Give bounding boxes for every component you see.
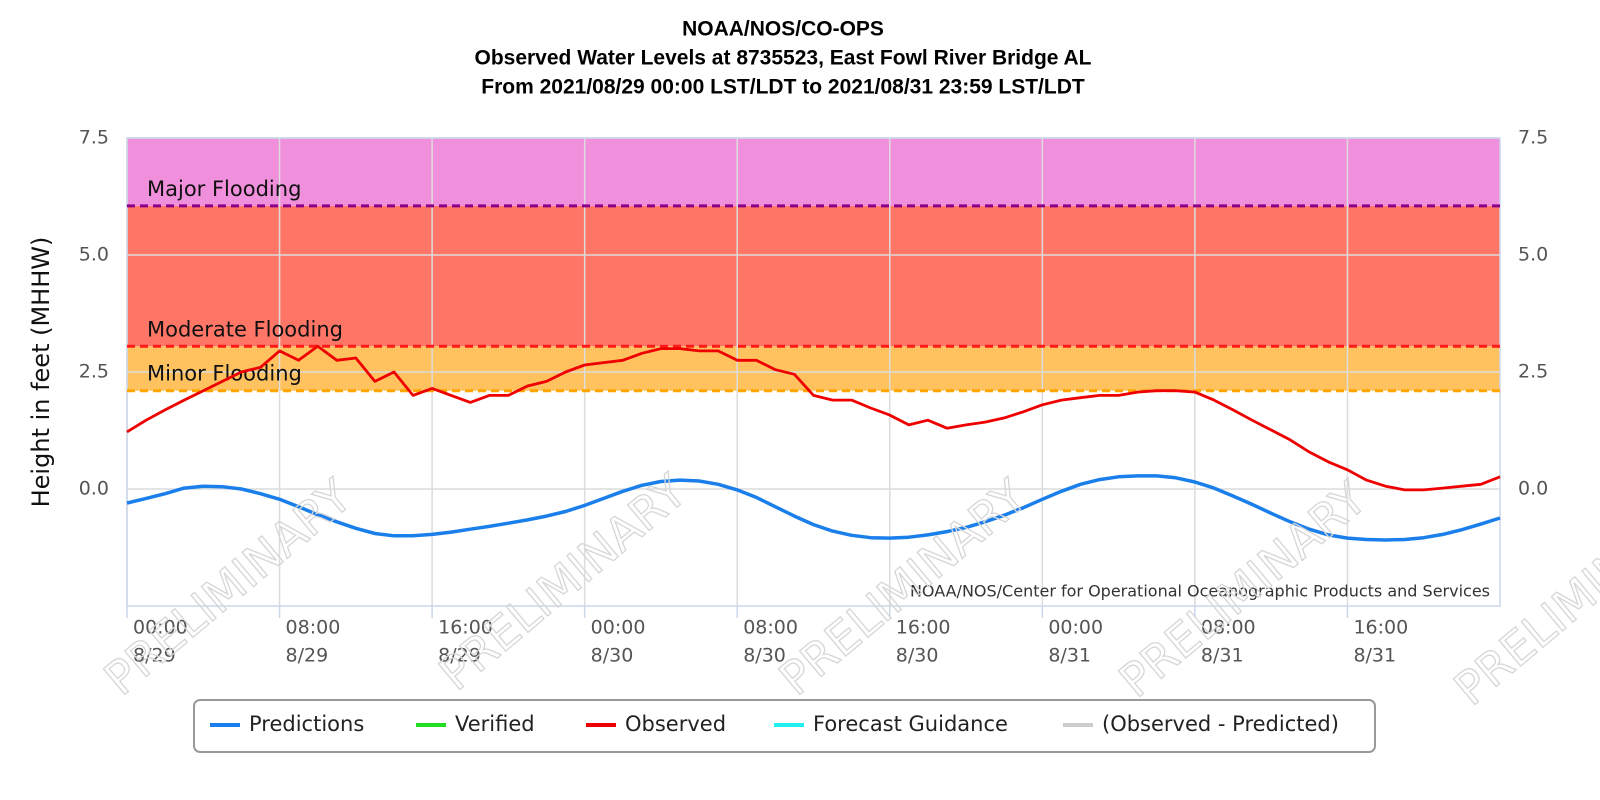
y-axis-title: Height in feet (MHHW) xyxy=(27,237,55,508)
x-tick-label: 00:00 xyxy=(1048,617,1103,639)
flood-band xyxy=(127,138,1500,206)
x-tick-label: 16:00 xyxy=(896,617,951,639)
x-tick-date: 8/29 xyxy=(133,645,176,667)
legend-label[interactable]: Verified xyxy=(455,712,535,736)
chart-subtitle: From 2021/08/29 00:00 LST/LDT to 2021/08… xyxy=(481,76,1085,99)
x-tick-date: 8/30 xyxy=(743,645,786,667)
credits: NOAA/NOS/Center for Operational Oceanogr… xyxy=(910,582,1490,601)
flood-label: Moderate Flooding xyxy=(147,317,343,341)
plot-border xyxy=(126,137,1501,607)
x-tick-label: 16:00 xyxy=(438,617,493,639)
y2-tick-label: 7.5 xyxy=(1518,127,1548,149)
y-tick-label: 2.5 xyxy=(79,361,109,383)
chart-title: NOAA/NOS/CO-OPS xyxy=(682,18,884,41)
x-tick-date: 8/31 xyxy=(1048,645,1091,667)
legend-label[interactable]: Forecast Guidance xyxy=(813,712,1008,736)
x-tick-label: 16:00 xyxy=(1353,617,1408,639)
flood-band xyxy=(127,205,1500,347)
watermark: PRELIMINARY xyxy=(94,468,362,705)
legend-label[interactable]: Observed xyxy=(625,712,726,736)
chart-subtitle: Observed Water Levels at 8735523, East F… xyxy=(474,47,1091,70)
y2-tick-label: 0.0 xyxy=(1518,478,1548,500)
x-tick-date: 8/31 xyxy=(1353,645,1396,667)
x-tick-label: 00:00 xyxy=(591,617,646,639)
y2-tick-label: 5.0 xyxy=(1518,244,1548,266)
flood-label: Major Flooding xyxy=(147,177,301,201)
legend-label[interactable]: Predictions xyxy=(249,712,364,736)
x-tick-date: 8/29 xyxy=(438,645,481,667)
y-tick-label: 5.0 xyxy=(79,244,109,266)
legend-label[interactable]: (Observed - Predicted) xyxy=(1102,712,1339,736)
x-tick-label: 00:00 xyxy=(133,617,188,639)
y-tick-label: 7.5 xyxy=(79,127,109,149)
x-tick-date: 8/31 xyxy=(1201,645,1244,667)
x-tick-date: 8/30 xyxy=(591,645,634,667)
y2-tick-label: 2.5 xyxy=(1518,361,1548,383)
x-tick-label: 08:00 xyxy=(743,617,798,639)
series-line xyxy=(126,344,1501,492)
x-tick-date: 8/30 xyxy=(896,645,939,667)
x-tick-label: 08:00 xyxy=(1201,617,1256,639)
x-tick-date: 8/29 xyxy=(286,645,329,667)
y-tick-label: 0.0 xyxy=(79,478,109,500)
x-tick-label: 08:00 xyxy=(286,617,341,639)
flood-label: Minor Flooding xyxy=(147,362,302,386)
flood-band xyxy=(127,346,1500,391)
watermark: PRELIMINARY xyxy=(429,463,697,700)
series-line xyxy=(126,474,1501,542)
